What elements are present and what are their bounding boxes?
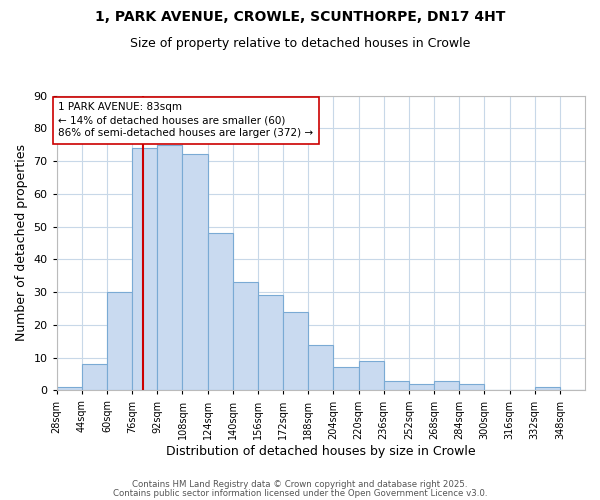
Bar xyxy=(132,148,157,390)
Bar xyxy=(384,380,409,390)
Bar xyxy=(535,387,560,390)
Bar xyxy=(157,144,182,390)
Text: 1, PARK AVENUE, CROWLE, SCUNTHORPE, DN17 4HT: 1, PARK AVENUE, CROWLE, SCUNTHORPE, DN17… xyxy=(95,10,505,24)
Bar xyxy=(434,380,459,390)
Text: Contains HM Land Registry data © Crown copyright and database right 2025.: Contains HM Land Registry data © Crown c… xyxy=(132,480,468,489)
Bar xyxy=(334,368,359,390)
Bar xyxy=(57,387,82,390)
Bar xyxy=(359,361,384,390)
Bar xyxy=(283,312,308,390)
Y-axis label: Number of detached properties: Number of detached properties xyxy=(15,144,28,342)
Bar xyxy=(409,384,434,390)
Text: Contains public sector information licensed under the Open Government Licence v3: Contains public sector information licen… xyxy=(113,488,487,498)
Bar xyxy=(182,154,208,390)
Bar xyxy=(308,344,334,391)
Bar xyxy=(107,292,132,390)
Bar xyxy=(459,384,484,390)
Bar xyxy=(208,233,233,390)
Text: Size of property relative to detached houses in Crowle: Size of property relative to detached ho… xyxy=(130,38,470,51)
Bar xyxy=(233,282,258,391)
X-axis label: Distribution of detached houses by size in Crowle: Distribution of detached houses by size … xyxy=(166,444,476,458)
Bar xyxy=(258,296,283,390)
Text: 1 PARK AVENUE: 83sqm
← 14% of detached houses are smaller (60)
86% of semi-detac: 1 PARK AVENUE: 83sqm ← 14% of detached h… xyxy=(58,102,313,139)
Bar xyxy=(82,364,107,390)
